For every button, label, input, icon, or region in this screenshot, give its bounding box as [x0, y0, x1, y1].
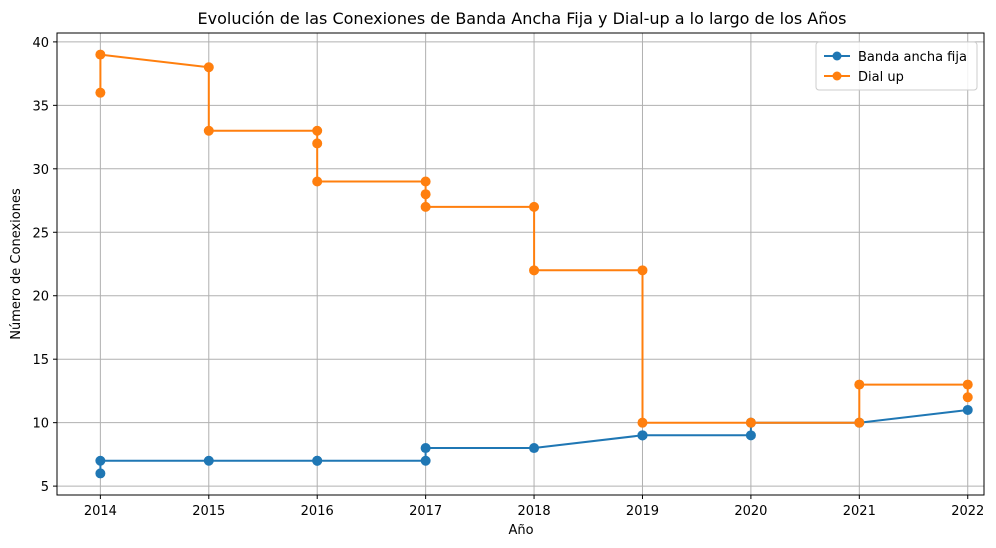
data-point [312, 455, 323, 466]
series-layer [95, 49, 973, 479]
data-point [203, 62, 214, 73]
x-tick-label: 2017 [409, 504, 442, 519]
data-point [745, 417, 756, 428]
data-point [962, 392, 973, 403]
data-point [312, 125, 323, 136]
data-point [529, 443, 540, 454]
x-tick-label: 2022 [951, 504, 984, 519]
y-tick-label: 30 [32, 163, 49, 178]
data-point [637, 417, 648, 428]
grid [57, 33, 984, 495]
data-point [962, 404, 973, 415]
legend-item: Banda ancha fija [824, 50, 967, 65]
data-point [529, 265, 540, 276]
plot-frame [56, 32, 985, 496]
data-point [312, 138, 323, 149]
data-point [745, 430, 756, 441]
chart-title: Evolución de las Conexiones de Banda Anc… [198, 9, 847, 28]
data-point [203, 125, 214, 136]
data-point [637, 430, 648, 441]
x-tick-label: 2014 [84, 504, 117, 519]
y-tick-label: 10 [32, 417, 49, 432]
data-point [95, 87, 106, 98]
data-point [95, 468, 106, 479]
y-tick-label: 40 [32, 36, 49, 51]
data-point [203, 455, 214, 466]
data-point [420, 443, 431, 454]
data-point [95, 455, 106, 466]
data-point [529, 201, 540, 212]
data-point [854, 379, 865, 390]
y-axis-title: Número de Conexiones [9, 188, 24, 340]
legend-label: Banda ancha fija [858, 50, 967, 65]
legend-item: Dial up [824, 70, 904, 85]
legend-label: Dial up [858, 70, 904, 85]
y-tick-label: 25 [32, 226, 49, 241]
y-tick-label: 35 [32, 99, 49, 114]
series-1 [95, 49, 973, 428]
data-point [420, 189, 431, 200]
y-tick-label: 15 [32, 353, 49, 368]
data-point [637, 265, 648, 276]
y-tick-label: 5 [41, 480, 49, 495]
legend-marker [832, 51, 842, 61]
x-tick-label: 2018 [518, 504, 551, 519]
x-tick-label: 2019 [626, 504, 659, 519]
y-tick-label: 20 [32, 290, 49, 305]
data-point [420, 201, 431, 212]
x-tick-label: 2015 [192, 504, 225, 519]
data-point [95, 49, 106, 60]
data-point [420, 176, 431, 187]
legend-box [815, 41, 978, 91]
x-tick-label: 2020 [734, 504, 767, 519]
data-point [312, 176, 323, 187]
data-point [420, 455, 431, 466]
x-axis-title: Año [508, 523, 533, 538]
legend-marker [832, 71, 842, 81]
x-axis-ticks: 2014 2015 2016 2017 2018 2019 2020 2021 2022 [84, 495, 984, 519]
legend: Banda ancha fija Dial up [815, 41, 978, 91]
x-tick-label: 2016 [301, 504, 334, 519]
x-tick-label: 2021 [843, 504, 876, 519]
data-point [962, 379, 973, 390]
data-point [854, 417, 865, 428]
y-axis-ticks: 5 10 15 20 25 30 35 40 [32, 36, 57, 495]
